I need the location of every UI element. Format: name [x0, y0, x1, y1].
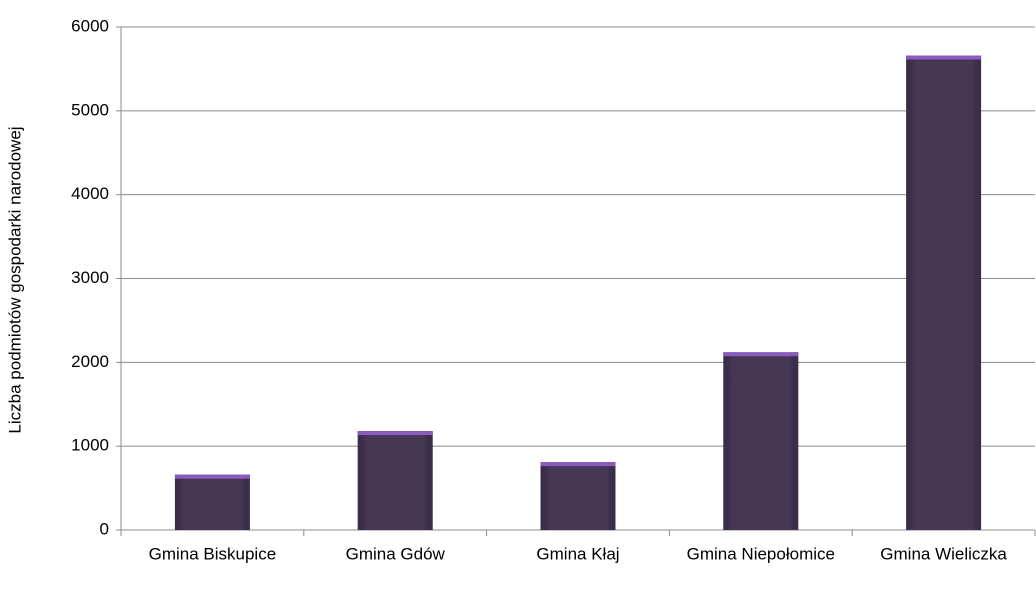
bar-shade: [357, 431, 433, 530]
y-axis-label: Liczba podmiotów gospodarki narodowej: [5, 126, 24, 433]
bar: [540, 462, 616, 530]
bar-top: [906, 55, 982, 60]
bar: [723, 352, 799, 530]
y-tick-label: 2000: [71, 352, 109, 371]
bar-shade: [174, 474, 250, 530]
bar-top: [540, 462, 616, 467]
bar-shade: [540, 462, 616, 530]
y-tick-label: 3000: [71, 268, 109, 287]
x-tick-label: Gmina Kłaj: [536, 544, 619, 563]
x-tick-label: Gmina Gdów: [346, 544, 446, 563]
x-tick-label: Gmina Niepołomice: [687, 544, 835, 563]
bar-top: [723, 352, 799, 357]
bar-top: [357, 431, 433, 436]
bar: [906, 55, 982, 531]
bar: [357, 431, 433, 530]
y-tick-label: 0: [100, 519, 109, 538]
y-tick-label: 4000: [71, 184, 109, 203]
bar-shade: [723, 352, 799, 530]
x-tick-label: Gmina Biskupice: [149, 544, 277, 563]
y-tick-label: 5000: [71, 100, 109, 119]
y-tick-label: 1000: [71, 436, 109, 455]
bar-shade: [906, 55, 982, 531]
bar: [174, 474, 250, 530]
bar-top: [174, 474, 250, 479]
x-tick-label: Gmina Wieliczka: [880, 544, 1007, 563]
y-tick-label: 6000: [71, 16, 109, 35]
